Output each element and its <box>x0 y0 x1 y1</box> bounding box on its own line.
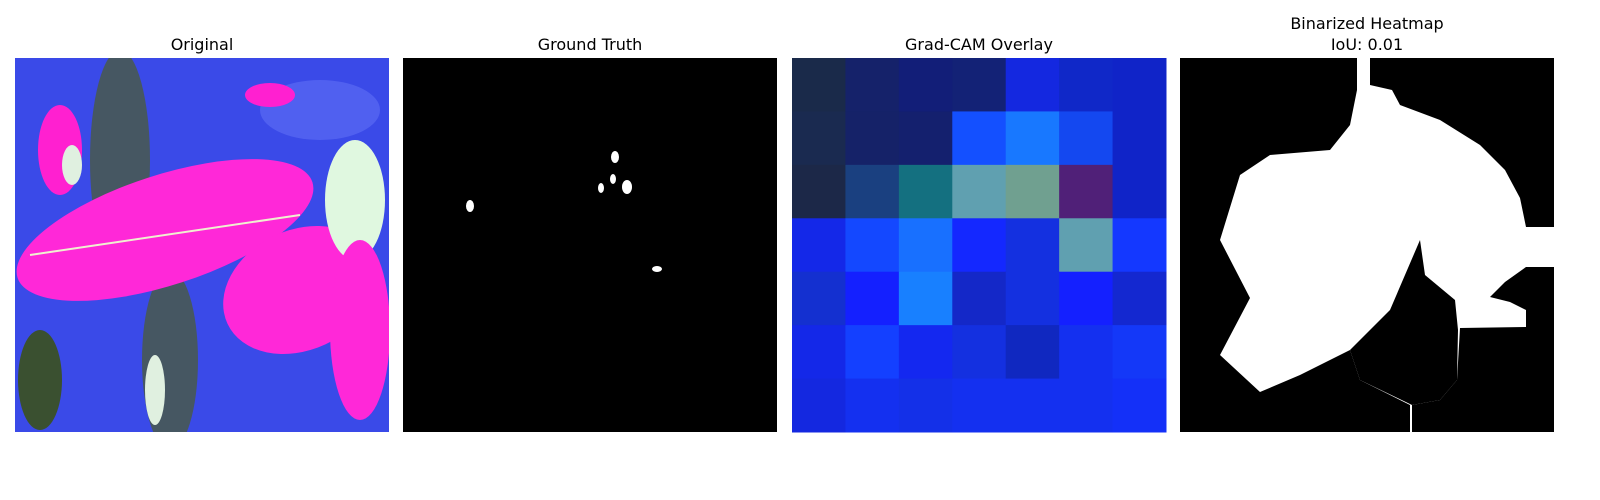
heatmap-cell <box>898 164 953 219</box>
heatmap-cell <box>952 378 1007 433</box>
heatmap-cell <box>792 325 846 380</box>
heatmap-cell <box>792 58 846 112</box>
heatmap-cell <box>1059 218 1114 273</box>
heatmap-cell <box>1005 164 1060 219</box>
heatmap-cell <box>1005 58 1060 112</box>
heatmap-cell <box>1112 325 1167 380</box>
heatmap-cell <box>845 271 900 326</box>
heatmap-cell <box>1005 378 1060 433</box>
ground-truth-mask <box>403 58 777 432</box>
panel-title: Ground Truth <box>538 35 643 54</box>
heatmap-cell <box>792 378 846 433</box>
heatmap-cell <box>898 218 953 273</box>
heatmap-cell <box>845 218 900 273</box>
heatmap-cell <box>792 164 846 219</box>
heatmap-cell <box>1005 325 1060 380</box>
heatmap-cell <box>952 325 1007 380</box>
heatmap-cell <box>792 271 846 326</box>
heatmap-cell <box>1005 218 1060 273</box>
heatmap-cell <box>1005 111 1060 166</box>
panel-title: Binarized Heatmap <box>1290 14 1443 33</box>
panel-title: Grad-CAM Overlay <box>905 35 1053 54</box>
heatmap-cell <box>1112 164 1167 219</box>
heatmap-cell <box>1059 58 1114 112</box>
heatmap-cell <box>952 58 1007 112</box>
heatmap-cell <box>1112 111 1167 166</box>
heatmap-cell <box>1112 271 1167 326</box>
heatmap-cell <box>1059 378 1114 433</box>
heatmap-cell <box>845 111 900 166</box>
panel-title: Original <box>171 35 234 54</box>
heatmap-cell <box>898 271 953 326</box>
heatmap-cell <box>845 378 900 433</box>
heatmap-cell <box>952 111 1007 166</box>
binarized-heatmap <box>1180 58 1554 432</box>
heatmap-cell <box>1059 111 1114 166</box>
panel-subtitle: IoU: 0.01 <box>1331 35 1403 54</box>
heatmap-cell <box>845 325 900 380</box>
heatmap-cell <box>1112 378 1167 433</box>
original-image <box>15 58 389 432</box>
heatmap-cell <box>898 325 953 380</box>
heatmap-cell <box>1059 271 1114 326</box>
heatmap-cell <box>792 218 846 273</box>
gradcam-overlay <box>792 58 1167 433</box>
heatmap-cell <box>845 164 900 219</box>
heatmap-cell <box>898 58 953 112</box>
heatmap-cell <box>1005 271 1060 326</box>
heatmap-cell <box>1112 58 1167 112</box>
heatmap-cell <box>952 218 1007 273</box>
heatmap-cell <box>952 271 1007 326</box>
heatmap-cell <box>792 111 846 166</box>
heatmap-cell <box>952 164 1007 219</box>
heatmap-cell <box>898 111 953 166</box>
heatmap-cell <box>1059 164 1114 219</box>
heatmap-cell <box>1059 325 1114 380</box>
heatmap-cell <box>1112 218 1167 273</box>
heatmap-cell <box>898 378 953 433</box>
heatmap-cell <box>845 58 900 112</box>
